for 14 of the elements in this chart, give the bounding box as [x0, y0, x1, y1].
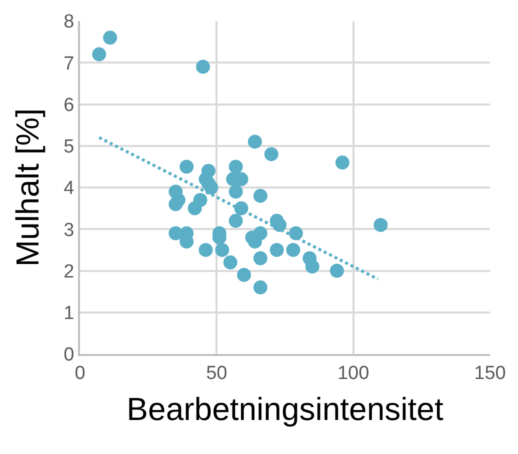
x-axis-title: Bearbetningsintensitet: [126, 391, 444, 428]
y-tick-label: 4: [64, 178, 75, 200]
x-tick-label: 50: [206, 362, 228, 384]
x-tick-label: 150: [474, 362, 506, 384]
y-tick-label: 0: [64, 344, 74, 366]
y-tick-label: 7: [64, 53, 74, 74]
y-tick-label: 3: [64, 220, 74, 241]
y-tick-label: 5: [64, 136, 74, 158]
x-tick-label: 100: [337, 362, 370, 384]
y-tick-label: 2: [64, 261, 74, 282]
y-axis-title: Mulhalt [%]: [9, 108, 46, 267]
y-tick-label: 1: [64, 303, 74, 324]
y-tick-label: 6: [64, 94, 74, 116]
y-tick-label: 8: [64, 12, 74, 33]
